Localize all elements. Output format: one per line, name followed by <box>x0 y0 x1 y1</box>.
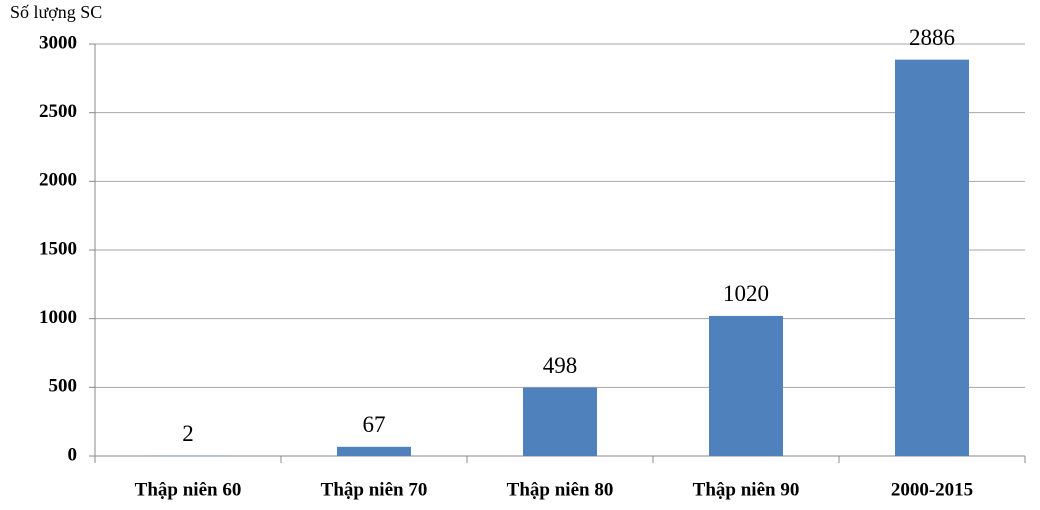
value-label: 1020 <box>723 281 769 306</box>
bar <box>523 387 597 456</box>
y-tick-label: 1500 <box>39 238 77 259</box>
bar <box>895 59 969 456</box>
value-label: 67 <box>363 412 386 437</box>
value-label: 498 <box>543 353 578 378</box>
x-tick-label: Thập niên 70 <box>321 479 428 500</box>
y-tick-label: 0 <box>68 444 78 465</box>
y-tick-label: 2000 <box>39 170 77 191</box>
bar <box>709 315 783 456</box>
x-tick-label: Thập niên 60 <box>135 479 242 500</box>
y-tick-label: 2500 <box>39 101 77 122</box>
value-label: 2886 <box>909 25 955 50</box>
y-axis-label: Số lượng SC <box>10 2 102 22</box>
bar <box>337 446 411 456</box>
y-tick-label: 1000 <box>39 307 77 328</box>
x-tick-label: Thập niên 90 <box>693 479 800 500</box>
y-tick-label: 3000 <box>39 32 77 53</box>
x-tick-label: 2000-2015 <box>891 479 973 500</box>
x-tick-label: Thập niên 80 <box>507 479 614 500</box>
y-tick-label: 500 <box>49 376 78 397</box>
value-label: 2 <box>182 421 194 446</box>
